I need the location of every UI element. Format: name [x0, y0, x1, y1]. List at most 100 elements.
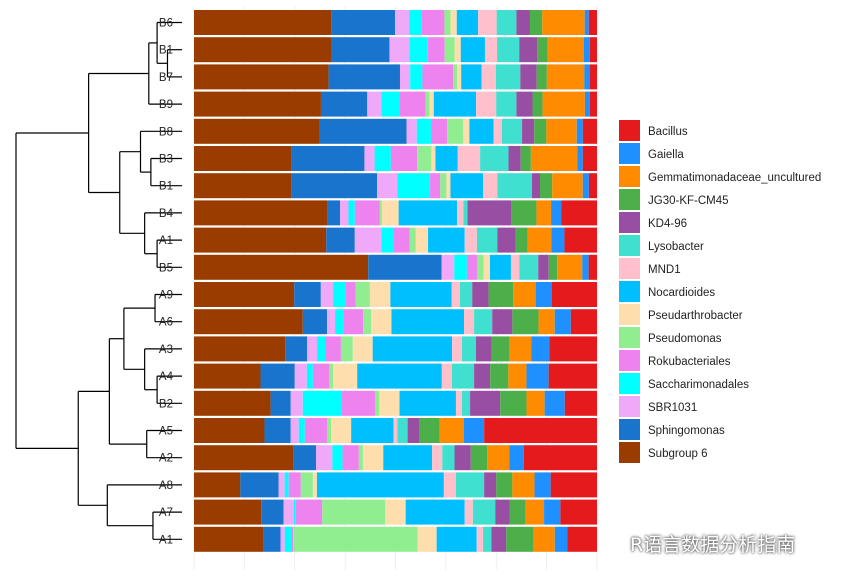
legend-label: Subgroup 6 — [648, 448, 707, 460]
bar-a1-saccharimonadales — [284, 526, 292, 552]
bar-a9-kd4-96 — [472, 282, 489, 307]
bar-a6-lysobacter — [474, 309, 493, 335]
bar-b2-mnd1 — [455, 390, 462, 416]
stacked-bars — [194, 10, 597, 552]
bar-a2-sphingomonas — [293, 445, 317, 471]
bar-a4-rokubacteriales — [312, 363, 330, 389]
chat-bubble-icon — [598, 533, 624, 553]
bar-a7-lysobacter — [472, 499, 496, 525]
legend-swatch-bacillus — [619, 120, 640, 141]
bar-a4-subgroup-6 — [194, 363, 261, 389]
bar-b7-nocardioides — [461, 64, 482, 90]
bar-a8-gemmatimonadaceae-uncultured — [512, 472, 535, 498]
legend-swatch-sbr1031 — [619, 396, 640, 417]
bar-b1-saccharimonadales — [409, 37, 428, 63]
bar-a6-jg30-kf-cm45 — [512, 309, 539, 335]
bar-a6-sbr1031 — [326, 309, 336, 335]
bar-a9-rokubacteriales — [345, 282, 356, 307]
bar-b9-nocardioides — [433, 91, 477, 117]
sample-label: A7 — [159, 507, 173, 519]
bar-a9-bacillus — [551, 282, 597, 307]
bar-a4-kd4-96 — [474, 363, 491, 389]
bar-b1-rokubacteriales — [427, 37, 445, 63]
bar-a1-mnd1 — [476, 526, 484, 552]
bar-b1-bacillus — [589, 37, 597, 63]
bar-b7-sbr1031 — [399, 64, 411, 90]
bar-b2-saccharimonadales — [302, 390, 342, 416]
bar-b4-nocardioides — [398, 200, 458, 226]
bar-a3-sbr1031 — [307, 336, 318, 362]
bar-b3-mnd1 — [457, 146, 481, 171]
bar-b1-bacillus — [588, 173, 597, 199]
legend-swatch-mnd1 — [619, 258, 640, 279]
bar-b6-kd4-96 — [516, 10, 530, 35]
bar-a1-subgroup-6 — [194, 526, 264, 552]
bar-a1-bacillus — [564, 227, 597, 253]
bar-a3-pseudarthrobacter — [352, 336, 373, 362]
bar-b6-gaiella — [584, 10, 589, 35]
bar-b4-sphingomonas — [327, 200, 341, 226]
bar-b2-nocardioides — [399, 390, 456, 416]
bar-b8-gaiella — [576, 118, 583, 144]
bar-b5-rokubacteriales — [466, 254, 478, 280]
bar-b8-lysobacter — [501, 118, 523, 144]
bar-b4-kd4-96 — [467, 200, 512, 226]
bar-b8-gemmatimonadaceae-uncultured — [546, 118, 577, 144]
bar-a9-gaiella — [535, 282, 552, 307]
legend-swatch-sphingomonas — [619, 419, 640, 440]
bar-a1-nocardioides — [436, 526, 477, 552]
bar-a1-nocardioides — [428, 227, 465, 253]
legend-label: MND1 — [648, 264, 681, 276]
bar-a5-sbr1031 — [290, 418, 299, 443]
bar-b8-jg30-kf-cm45 — [534, 118, 547, 144]
bar-a9-saccharimonadales — [333, 282, 346, 307]
bar-a2-saccharimonadales — [332, 445, 343, 471]
sample-label: B2 — [159, 398, 173, 410]
bar-b1-nocardioides — [450, 173, 484, 199]
bar-b8-bacillus — [582, 118, 597, 144]
legend-label: JG30-KF-CM45 — [648, 195, 729, 207]
bar-b4-gaiella — [551, 200, 562, 226]
bar-a2-pseudarthrobacter — [362, 445, 384, 471]
bar-b1-subgroup-6 — [194, 173, 292, 199]
bar-b7-gemmatimonadaceae-uncultured — [546, 64, 585, 90]
bar-a8-subgroup-6 — [194, 472, 241, 498]
bar-a9-subgroup-6 — [194, 282, 295, 307]
legend-label: Gaiella — [648, 149, 684, 161]
bar-b3-sbr1031 — [364, 146, 375, 171]
bar-a3-gaiella — [531, 336, 550, 362]
bar-b3-jg30-kf-cm45 — [520, 146, 531, 171]
bar-b8-nocardioides — [469, 118, 494, 144]
bar-b2-subgroup-6 — [194, 390, 271, 416]
bar-b4-bacillus — [561, 200, 597, 226]
bar-b1-lysobacter — [497, 37, 520, 63]
bar-b5-pseudomonas — [477, 254, 484, 280]
bar-a2-pseudomonas — [358, 445, 363, 471]
bar-b1-jg30-kf-cm45 — [537, 37, 548, 63]
bar-b7-lysobacter — [495, 64, 521, 90]
bar-a2-jg30-kf-cm45 — [470, 445, 488, 471]
legend-swatch-gaiella — [619, 143, 640, 164]
bar-a8-sphingomonas — [240, 472, 279, 498]
bar-b1-sbr1031 — [377, 173, 398, 199]
bar-b2-pseudomonas — [375, 390, 380, 416]
bar-a6-pseudomonas — [363, 309, 372, 335]
bar-b5-jg30-kf-cm45 — [548, 254, 558, 280]
bar-b4-jg30-kf-cm45 — [511, 200, 537, 226]
bar-a1-sphingomonas — [263, 526, 281, 552]
bar-b6-sbr1031 — [395, 10, 410, 35]
bar-b5-kd4-96 — [538, 254, 549, 280]
bar-b3-gaiella — [577, 146, 583, 171]
bar-a3-nocardioides — [372, 336, 453, 362]
bar-a8-gaiella — [534, 472, 551, 498]
bar-a2-mnd1 — [432, 445, 443, 471]
bar-a3-lysobacter — [462, 336, 476, 362]
bar-a3-sphingomonas — [285, 336, 308, 362]
bar-a3-mnd1 — [452, 336, 463, 362]
bar-a1-jg30-kf-cm45 — [506, 526, 534, 552]
bar-b9-mnd1 — [476, 91, 497, 117]
bar-a9-pseudarthrobacter — [369, 282, 391, 307]
bar-b2-sphingomonas — [270, 390, 291, 416]
bar-a4-pseudomonas — [329, 363, 334, 389]
bar-a2-nocardioides — [383, 445, 433, 471]
